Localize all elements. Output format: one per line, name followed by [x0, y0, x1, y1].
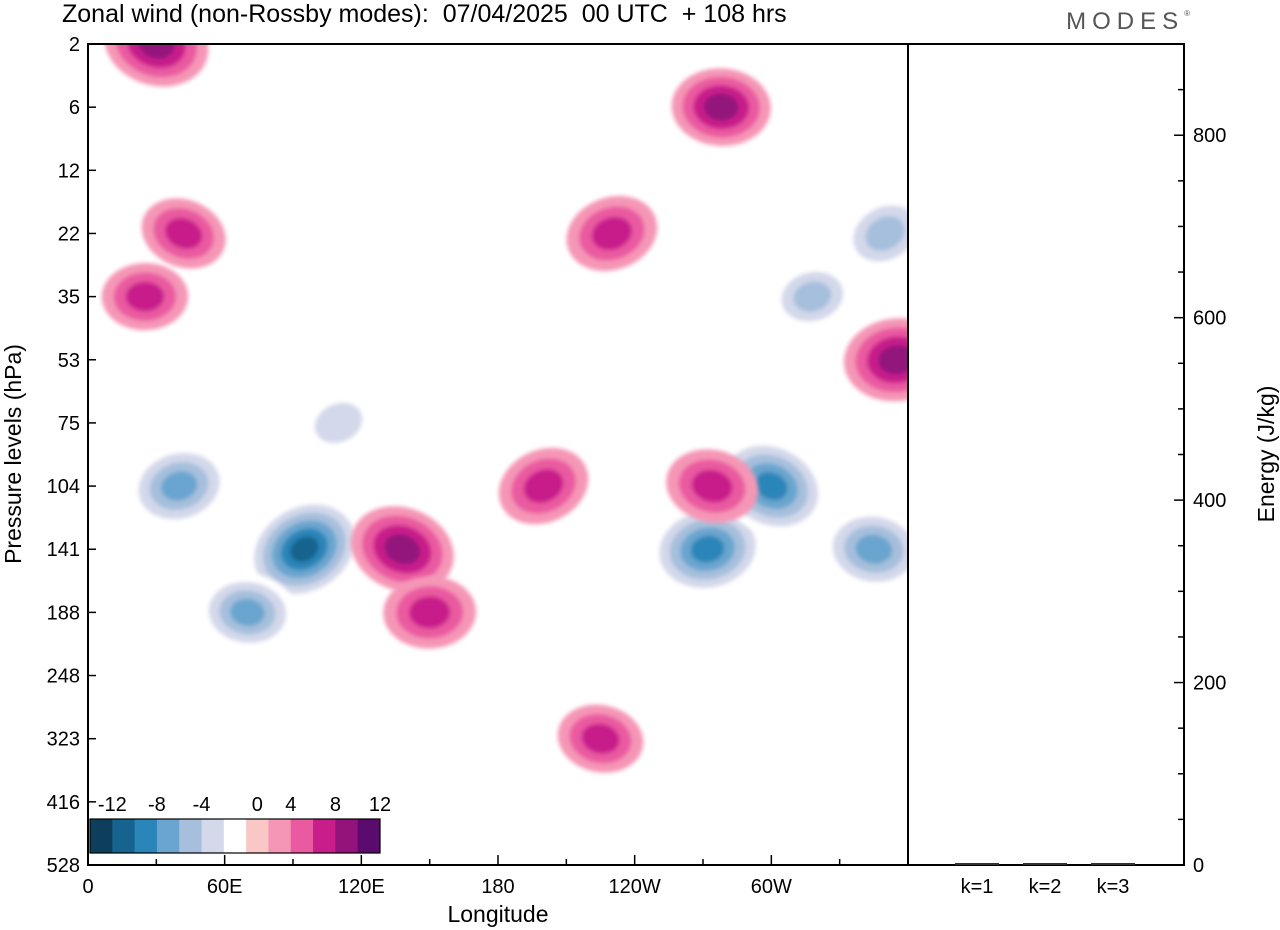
- energy-axis-title: Energy (J/kg): [1253, 386, 1279, 523]
- y-tick-label: 528: [47, 855, 80, 877]
- colorbar: -12 -8 -4 0 4 8 12: [89, 794, 391, 854]
- wind-anomaly-feature: [197, 573, 297, 652]
- energy-category-label: k=2: [1029, 876, 1062, 898]
- x-tick-label: 0: [82, 876, 93, 898]
- y-tick-label: 22: [58, 223, 80, 245]
- energy-category-label: k=3: [1097, 876, 1130, 898]
- colorbar-frame: [89, 818, 381, 854]
- wind-anomaly-feature: [843, 318, 908, 402]
- wind-anomaly-feature: [141, 198, 226, 269]
- y-tick-label: 12: [58, 160, 80, 182]
- colorbar-swatch: [313, 819, 336, 853]
- brand-name: MODES: [1066, 8, 1185, 35]
- heatmap-field: [101, 44, 908, 773]
- chart-title: Zonal wind (non-Rossby modes): 07/04/202…: [62, 0, 787, 28]
- y-tick-label: 416: [47, 792, 80, 814]
- wind-anomaly-feature: [566, 195, 658, 271]
- wind-anomaly-feature: [101, 263, 189, 331]
- y-tick-label: 141: [47, 539, 80, 561]
- colorbar-label: -8: [148, 794, 166, 816]
- colorbar-swatch: [156, 819, 180, 853]
- wind-anomaly-feature: [245, 496, 364, 603]
- colorbar-swatch: [268, 819, 292, 853]
- energy-bar: [1023, 863, 1067, 865]
- modes-logo: MODES®: [1066, 8, 1190, 36]
- energy-tick-label: 600: [1193, 308, 1226, 330]
- energy-category-label: k=1: [961, 876, 994, 898]
- colorbar-swatch: [223, 819, 247, 853]
- colorbar-swatch: [290, 819, 314, 853]
- wind-anomaly-feature: [769, 262, 855, 331]
- colorbar-label: 0: [252, 794, 263, 816]
- wind-anomaly-feature: [648, 502, 767, 597]
- energy-bar-chart: 0 200 400 600 800 k=1 k=2 k=3: [955, 43, 1226, 898]
- bar-panel-frame: [907, 43, 1185, 866]
- x-tick-label: 180: [481, 876, 514, 898]
- energy-tick-label: 400: [1193, 490, 1226, 512]
- energy-tick-label: 200: [1193, 673, 1226, 695]
- energy-bar: [1091, 863, 1135, 865]
- y-tick-label: 248: [47, 666, 80, 688]
- y-tick-label: 188: [47, 602, 80, 624]
- colorbar-label: -4: [193, 794, 211, 816]
- wind-anomaly-feature: [557, 704, 644, 773]
- colorbar-swatch: [112, 819, 136, 853]
- wind-anomaly-feature: [383, 576, 477, 649]
- y-tick-label: 53: [58, 350, 80, 372]
- wind-anomaly-feature: [821, 507, 908, 591]
- colorbar-label: -12: [98, 794, 127, 816]
- x-tick-label: 60W: [751, 876, 792, 898]
- y-tick-label: 323: [47, 729, 80, 751]
- colorbar-swatch: [357, 819, 381, 853]
- wind-anomaly-feature: [498, 447, 589, 525]
- colorbar-label: 8: [330, 794, 341, 816]
- x-tick-label: 120W: [609, 876, 661, 898]
- colorbar-label: 12: [369, 794, 391, 816]
- colorbar-swatch: [90, 819, 113, 853]
- wind-anomaly-feature: [104, 44, 209, 87]
- wind-anomaly-feature: [127, 443, 232, 529]
- colorbar-label: 4: [285, 794, 296, 816]
- y-axis-title: Pressure levels (hPa): [0, 344, 26, 564]
- energy-tick-label: 800: [1193, 125, 1226, 147]
- colorbar-swatch: [201, 819, 225, 853]
- y-tick-label: 6: [69, 97, 80, 119]
- x-tick-label: 120E: [338, 876, 385, 898]
- registered-mark: ®: [1184, 9, 1190, 18]
- colorbar-swatch: [246, 819, 269, 853]
- y-tick-label: 35: [58, 287, 80, 309]
- y-tick-label: 2: [69, 34, 80, 56]
- colorbar-swatch: [134, 819, 158, 853]
- y-tick-label: 104: [47, 476, 80, 498]
- wind-anomaly-feature: [350, 506, 454, 593]
- colorbar-swatch: [179, 819, 203, 853]
- wind-anomaly-feature: [671, 68, 771, 146]
- energy-bar: [955, 863, 999, 865]
- wind-anomaly-feature: [299, 390, 378, 456]
- colorbar-swatch: [335, 819, 359, 853]
- wind-anomaly-feature: [666, 449, 759, 523]
- x-axis-title: Longitude: [447, 901, 548, 927]
- energy-tick-label: 0: [1193, 855, 1204, 877]
- x-tick-label: 60E: [207, 876, 243, 898]
- y-tick-label: 75: [58, 413, 80, 435]
